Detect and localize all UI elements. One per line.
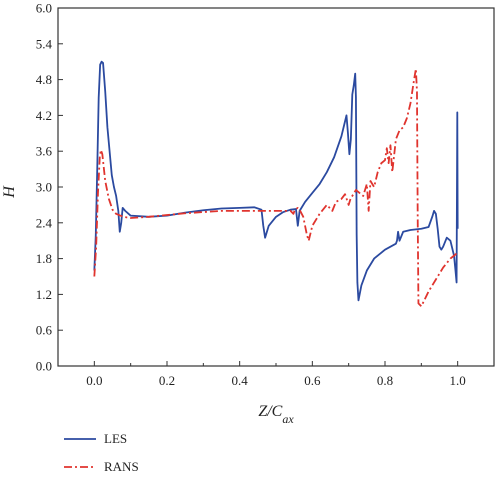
legend: LES RANS: [64, 431, 139, 474]
y-tick-label: 2.4: [36, 215, 53, 230]
y-axis: 0.0 0.6 1.2 1.8 2.4 3.0 3.6 4.2 4.8 5.4 6.0: [36, 1, 63, 374]
x-tick-label: 0.6: [304, 373, 321, 388]
legend-label-les: LES: [104, 431, 127, 446]
x-tick-label: 0.8: [377, 373, 393, 388]
y-tick-label: 6.0: [36, 1, 52, 16]
y-tick-label: 1.2: [36, 287, 52, 302]
y-tick-label: 0.0: [36, 359, 52, 374]
legend-label-rans: RANS: [104, 459, 139, 474]
x-tick-label: 1.0: [450, 373, 466, 388]
y-axis-title: H: [1, 185, 18, 199]
y-tick-label: 3.6: [36, 144, 53, 159]
series-layer: [93, 60, 459, 308]
x-tick-label: 0.4: [232, 373, 249, 388]
y-tick-label: 1.8: [36, 251, 52, 266]
x-tick-label: 0.2: [159, 373, 175, 388]
y-tick-label: 4.2: [36, 108, 52, 123]
y-tick-label: 0.6: [36, 323, 53, 338]
series-line-les: [93, 60, 459, 302]
x-axis-title: Z/Cax: [258, 403, 294, 426]
y-tick-label: 3.0: [36, 180, 52, 195]
plot-frame: [57, 7, 495, 367]
y-tick-label: 4.8: [36, 72, 52, 87]
series-line-rans: [93, 67, 459, 308]
x-axis: 0.0 0.2 0.4 0.6 0.8 1.0: [57, 361, 495, 388]
y-tick-label: 5.4: [36, 36, 53, 51]
x-tick-label: 0.0: [86, 373, 102, 388]
